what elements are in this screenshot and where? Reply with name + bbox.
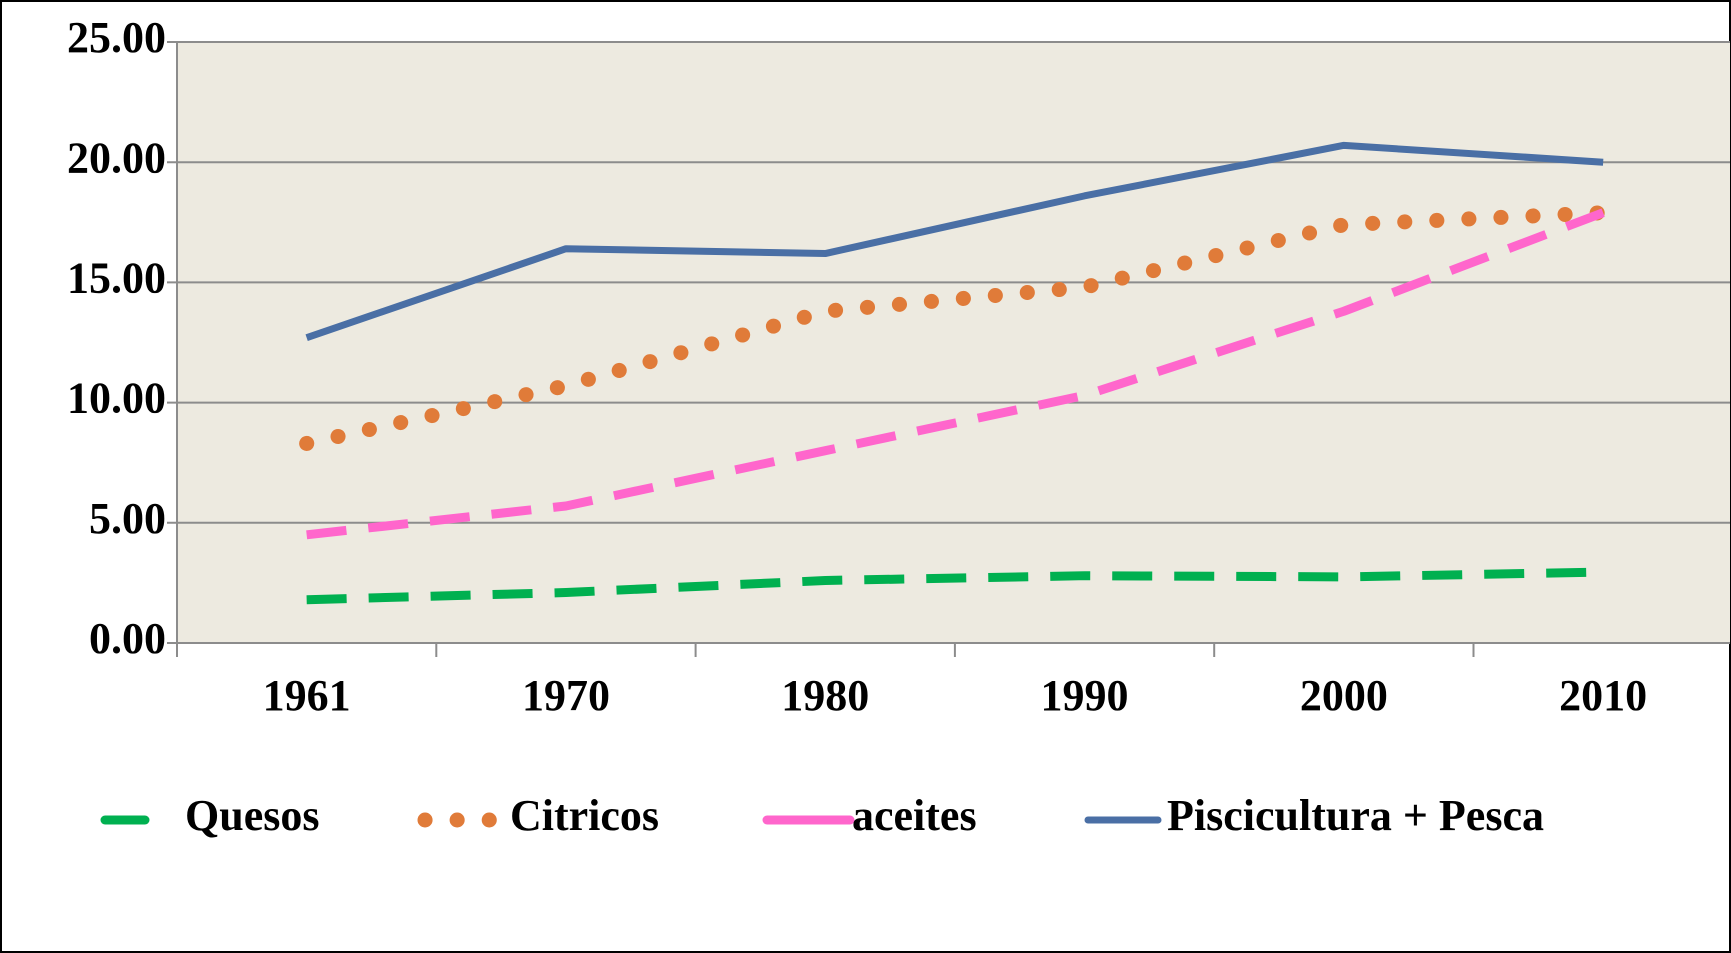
x-tick-label: 1970	[522, 671, 610, 720]
y-tick-label: 10.00	[67, 374, 166, 423]
y-tick-label: 25.00	[67, 13, 166, 62]
series-line	[306, 208, 1605, 540]
x-tick-label: 1980	[781, 671, 869, 720]
y-tick-label: 0.00	[89, 614, 166, 663]
legend-label: aceites	[852, 791, 977, 840]
y-tick-label: 5.00	[89, 494, 166, 543]
x-tick-label: 2000	[1300, 671, 1388, 720]
legend-label: Piscicultura + Pesca	[1167, 791, 1544, 840]
y-tick-label: 20.00	[67, 133, 166, 182]
plot-area	[177, 42, 1730, 643]
x-tick-label: 1961	[263, 671, 351, 720]
y-tick-label: 15.00	[67, 253, 166, 302]
x-tick-label: 1990	[1041, 671, 1129, 720]
legend-label: Quesos	[185, 791, 319, 840]
series-line	[299, 205, 1611, 451]
x-tick-label: 2010	[1559, 671, 1647, 720]
legend-label: Citricos	[510, 791, 659, 840]
series-line	[305, 141, 1604, 342]
series-line	[306, 567, 1604, 605]
